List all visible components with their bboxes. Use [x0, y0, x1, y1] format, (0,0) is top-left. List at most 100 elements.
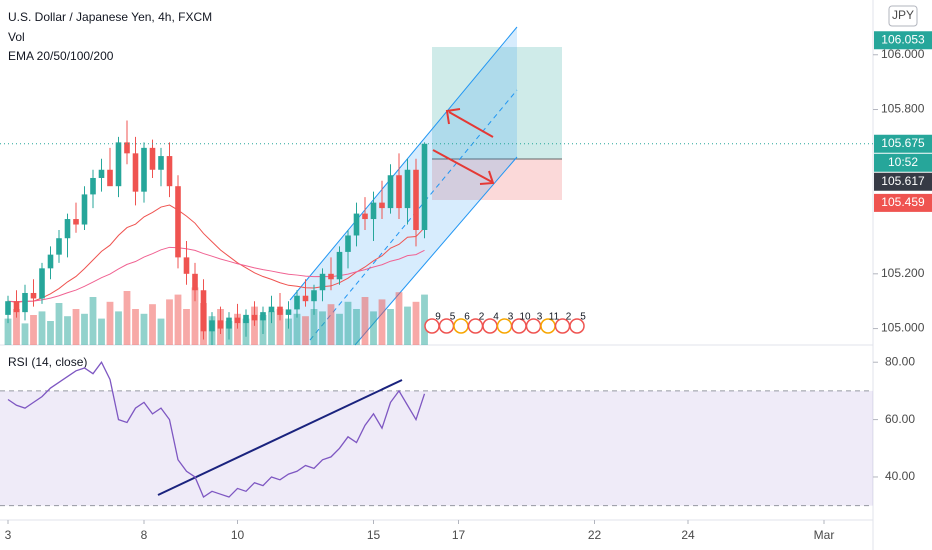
event-label: 4 [493, 312, 499, 323]
candle-body [141, 147, 147, 192]
rsi-band [0, 390, 873, 506]
price-tag-label: 105.459 [881, 195, 925, 209]
volume-bar [361, 297, 369, 345]
rsi-title: RSI (14, close) [8, 355, 87, 369]
channel-upper [289, 26, 518, 301]
volume-bar [191, 287, 199, 345]
volume-bar [140, 313, 148, 345]
candle-body [336, 251, 343, 280]
volume-bar [157, 318, 165, 345]
candle-body [56, 238, 62, 255]
rsi-line [7, 360, 426, 499]
volume-bar [72, 309, 80, 345]
candle-body [277, 306, 283, 315]
candle-body [132, 153, 139, 192]
price-tag-label: 10:52 [888, 155, 918, 169]
candle-body [234, 317, 241, 324]
candle-body [370, 202, 377, 220]
candle-body [404, 169, 411, 209]
price-tag-label: 105.675 [881, 136, 925, 150]
time-tick-label: 15 [367, 528, 381, 542]
event-label: 9 [435, 312, 441, 323]
volume-bar [378, 299, 386, 345]
price-tag [874, 172, 932, 191]
volume-bar [336, 313, 343, 345]
candle-body [387, 175, 394, 209]
candle-body [73, 219, 79, 225]
volume-bar [106, 301, 114, 345]
volume-bar [132, 309, 139, 345]
candle-body [268, 306, 275, 313]
event-label: 10 [519, 312, 531, 323]
volume-bar [353, 309, 360, 345]
volume-bar [38, 311, 46, 345]
price-tick-label: 106.000 [881, 47, 925, 61]
candle-body [81, 194, 88, 225]
candle-body [124, 142, 130, 154]
time-tick-label: 10 [231, 528, 245, 542]
event-label: 3 [508, 312, 514, 323]
candle-body [345, 235, 351, 252]
volume-bar [234, 313, 241, 345]
rsi-tick-label: 60.00 [885, 412, 915, 426]
candle-body [251, 314, 258, 321]
volume-bar [412, 301, 420, 345]
time-tick-label: 22 [588, 528, 602, 542]
event-label: 3 [537, 312, 543, 323]
candle-body [158, 156, 164, 170]
arrow-head [479, 170, 495, 185]
price-tick-label: 105.800 [881, 102, 925, 116]
time-tick-label: 17 [452, 528, 466, 542]
volume-bar [30, 315, 37, 345]
candle-body [311, 290, 317, 302]
candle-body [379, 202, 385, 209]
price-tag [874, 134, 932, 153]
candle-body [166, 156, 173, 187]
arrow-down [432, 149, 493, 183]
indicator-label: Vol [8, 30, 25, 44]
volume-bar [327, 304, 335, 345]
candle-body [421, 143, 428, 230]
event-label: 11 [549, 312, 560, 323]
volume-bar [395, 292, 403, 345]
arrow-head [445, 108, 461, 125]
volume-bar [319, 311, 326, 345]
price-tag [874, 193, 932, 212]
volume-bar [166, 299, 173, 345]
volume-bar [276, 309, 284, 345]
volume-bar [47, 321, 54, 345]
event-icon [569, 318, 585, 334]
candle-body [149, 147, 156, 170]
volume-bar [268, 311, 275, 345]
candle-body [192, 273, 198, 291]
arrow-up [448, 111, 494, 138]
volume-bar [81, 313, 88, 345]
volume-bar [421, 294, 428, 345]
volume-bar [64, 316, 71, 345]
volume-bar [183, 309, 190, 345]
ema-20 [7, 204, 425, 303]
volume-bar [98, 318, 105, 345]
candle-body [98, 169, 105, 178]
volume-bar [310, 309, 318, 345]
volume-bar [123, 291, 131, 345]
volume-bar [115, 311, 122, 345]
candle-body [22, 292, 28, 313]
candle-body [115, 142, 122, 187]
candle-body [362, 213, 368, 220]
candle-body [260, 312, 266, 321]
currency-box[interactable] [888, 5, 918, 27]
candle-body [217, 320, 224, 329]
volume-bar [293, 313, 301, 345]
candle-body [183, 257, 190, 274]
event-label: 2 [479, 312, 485, 323]
rsi-tick-label: 80.00 [885, 354, 915, 368]
event-label: 5 [580, 312, 586, 323]
volume-bar [89, 297, 97, 345]
event-label: 6 [464, 312, 470, 323]
event-label: 5 [450, 312, 456, 323]
candle-body [413, 169, 419, 230]
currency-label[interactable]: JPY [892, 8, 914, 22]
